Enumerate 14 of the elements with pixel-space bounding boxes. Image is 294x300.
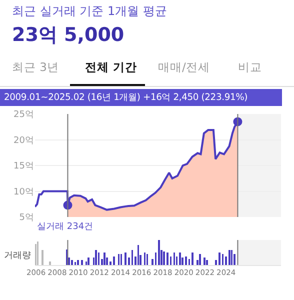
text: 2009.01~2025.02 (16년 1개월) +16억 2,450 (223.91%) [0,89,282,106]
y-tick-label: 20억 [14,136,34,146]
text: 매매/전세 [158,60,210,75]
y-axis-title: 거래량 [4,251,31,261]
chart-title: 최근 실거래 기준 1개월 평균 [12,3,167,20]
y-tick-label: 15억 [14,162,34,172]
text: 최근 3년 [12,60,59,75]
y-tick-label: 25억 [14,110,34,120]
text: 전체 기간 [85,60,138,75]
y-tick-label: 5억 [19,213,34,224]
text: 실거래 234건 [37,222,94,232]
y-tick-label: 10억 [14,187,34,198]
chart-subtitle: 23억 5,000 [12,23,124,48]
text: 비교 [238,60,262,75]
